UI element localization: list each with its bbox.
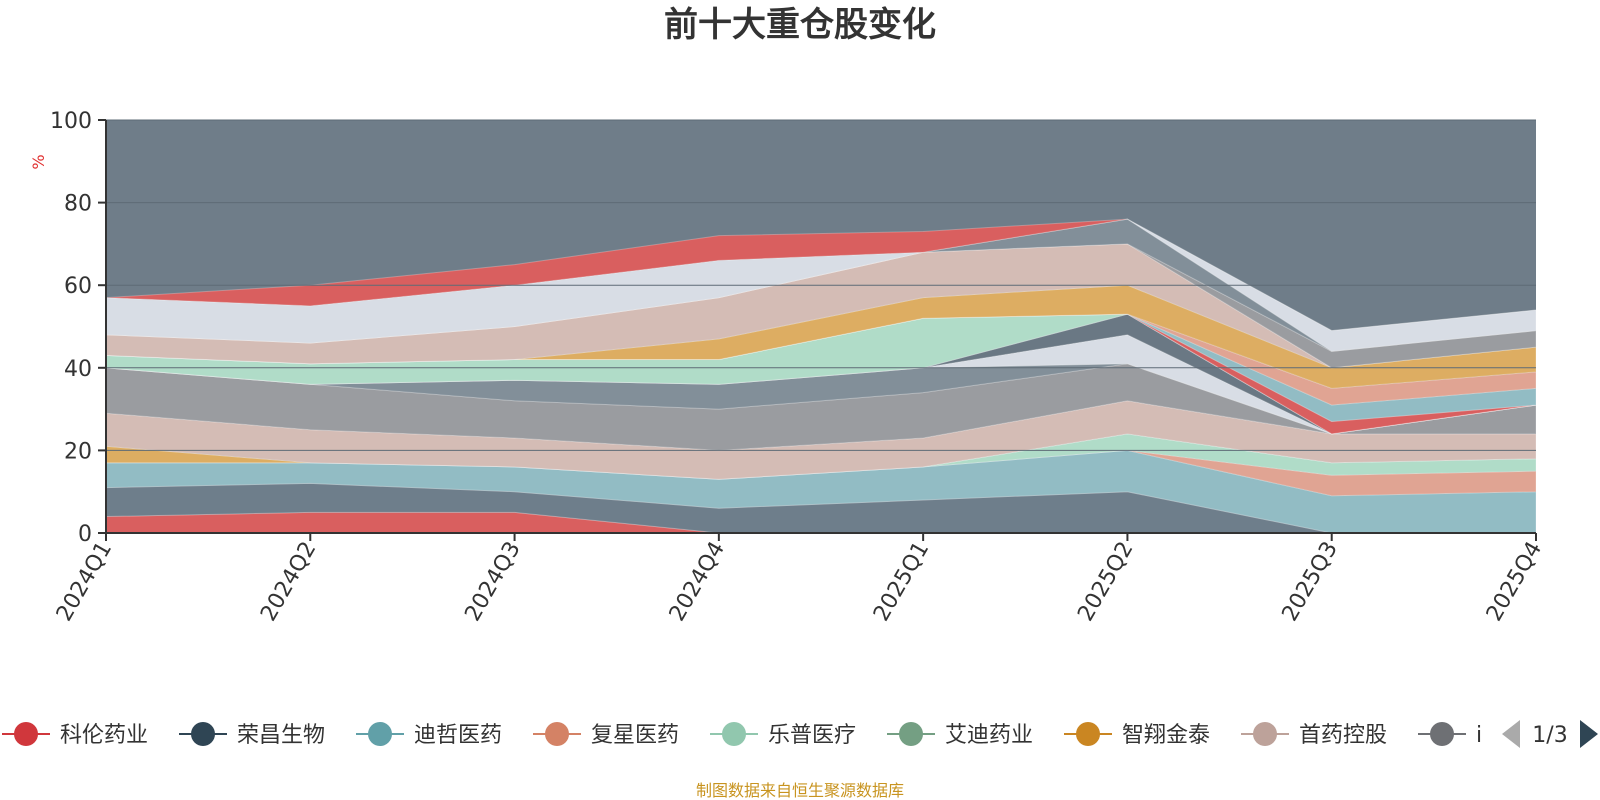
legend-marker	[191, 722, 215, 746]
x-tick-label: 2025Q1	[869, 538, 934, 626]
legend-label: 智翔金泰	[1122, 723, 1210, 748]
legend-label: 复星医药	[591, 723, 679, 748]
legend: 科伦药业 荣昌生物 迪哲医药 复星医药 乐普医疗 艾迪药业 智翔金泰 首药控股 i 1/3	[2, 720, 1598, 748]
y-tick-label: 20	[64, 439, 92, 464]
grid-lines	[106, 119, 1536, 451]
legend-item[interactable]: 艾迪药业	[887, 722, 1033, 748]
y-tick-label: 0	[78, 522, 92, 547]
y-axis-label: %	[29, 154, 48, 169]
legend-item[interactable]: 科伦药业	[2, 722, 148, 748]
x-tick-label: 2024Q4	[665, 538, 730, 626]
x-tick-label: 2025Q4	[1482, 538, 1547, 626]
plot-area	[105, 120, 1537, 534]
area-series-8	[105, 363, 1537, 451]
x-tick-label: 2024Q1	[52, 538, 117, 626]
legend-marker	[545, 722, 569, 746]
legend-marker	[1430, 722, 1454, 746]
legend-marker	[899, 722, 923, 746]
legend-item[interactable]: 智翔金泰	[1064, 722, 1210, 748]
legend-label: 艾迪药业	[945, 723, 1033, 748]
legend-item[interactable]: 迪哲医药	[356, 722, 502, 748]
legend-item[interactable]: 复星医药	[533, 722, 679, 748]
legend-item[interactable]: 荣昌生物	[179, 722, 325, 748]
y-tick-label: 40	[64, 357, 92, 382]
legend-item[interactable]: 乐普医疗	[710, 722, 856, 748]
legend-marker	[1253, 722, 1277, 746]
y-tick-label: 100	[50, 109, 92, 134]
legend-label: 乐普医疗	[768, 723, 856, 748]
data-source-note: 制图数据来自恒生聚源数据库	[696, 781, 904, 800]
legend-prev-page-icon[interactable]	[1502, 720, 1520, 748]
area-series-5	[106, 433, 1537, 480]
legend-label: 荣昌生物	[237, 723, 325, 748]
legend-item[interactable]: 首药控股	[1241, 722, 1387, 748]
area-series-7	[105, 400, 1537, 480]
x-tick-label: 2025Q2	[1073, 538, 1138, 626]
legend-label: 科伦药业	[60, 723, 148, 748]
area-series-4	[106, 449, 1537, 497]
legend-item[interactable]: i	[1418, 722, 1482, 748]
legend-marker	[14, 722, 38, 746]
legend-marker	[1076, 722, 1100, 746]
legend-marker	[368, 722, 392, 746]
area-series-22	[105, 218, 1537, 332]
legend-marker	[722, 722, 746, 746]
legend-label: 迪哲医药	[414, 723, 502, 748]
legend-label: i	[1476, 723, 1482, 748]
y-tick-label: 60	[64, 274, 92, 299]
x-tick-label: 2025Q3	[1278, 538, 1343, 626]
x-tick-label: 2024Q2	[256, 538, 321, 626]
legend-label: 首药控股	[1299, 723, 1387, 748]
legend-next-page-icon[interactable]	[1580, 720, 1598, 748]
chart-title: 前十大重仓股变化	[664, 5, 936, 45]
y-tick-label: 80	[64, 192, 92, 217]
x-tick-label: 2024Q3	[460, 538, 525, 626]
area-series-17	[105, 284, 1537, 389]
legend-page-indicator: 1/3	[1532, 723, 1567, 748]
